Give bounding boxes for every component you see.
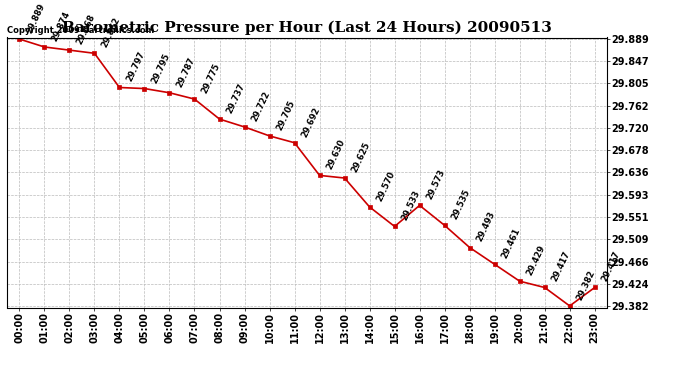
Title: Barometric Pressure per Hour (Last 24 Hours) 20090513: Barometric Pressure per Hour (Last 24 Ho…	[62, 21, 552, 35]
Text: 29.535: 29.535	[450, 188, 472, 221]
Text: 29.573: 29.573	[425, 168, 447, 201]
Text: 29.737: 29.737	[225, 82, 247, 115]
Text: 29.382: 29.382	[575, 269, 597, 302]
Text: 29.630: 29.630	[325, 138, 347, 171]
Text: 29.570: 29.570	[375, 170, 397, 203]
Text: 29.705: 29.705	[275, 99, 297, 132]
Text: 29.461: 29.461	[500, 227, 522, 260]
Text: 29.775: 29.775	[200, 62, 222, 95]
Text: 29.417: 29.417	[550, 250, 572, 284]
Text: 29.787: 29.787	[175, 56, 197, 88]
Text: 29.417: 29.417	[600, 250, 622, 284]
Text: 29.692: 29.692	[300, 105, 322, 139]
Text: 29.533: 29.533	[400, 189, 422, 222]
Text: 29.874: 29.874	[50, 10, 72, 43]
Text: 29.797: 29.797	[125, 50, 147, 83]
Text: 29.493: 29.493	[475, 210, 497, 243]
Text: 29.795: 29.795	[150, 51, 172, 84]
Text: 29.625: 29.625	[350, 141, 372, 174]
Text: Copyright 2009 Cartronics.com: Copyright 2009 Cartronics.com	[7, 26, 154, 35]
Text: 29.868: 29.868	[75, 13, 97, 46]
Text: 29.862: 29.862	[100, 16, 122, 49]
Text: 29.889: 29.889	[25, 2, 47, 35]
Text: 29.429: 29.429	[525, 244, 547, 277]
Text: 29.722: 29.722	[250, 90, 272, 123]
